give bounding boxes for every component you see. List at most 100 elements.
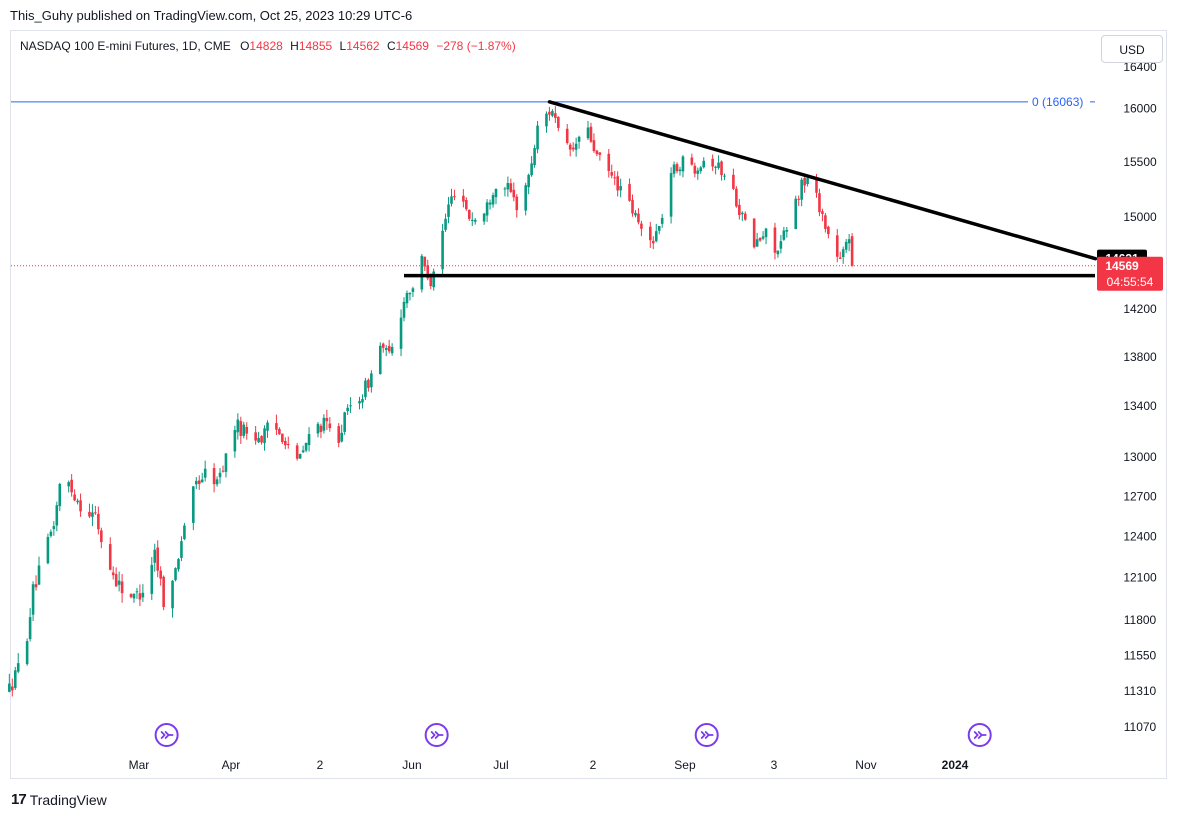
candle[interactable]: [453, 189, 456, 201]
candle[interactable]: [720, 160, 723, 181]
candle[interactable]: [286, 436, 290, 449]
candle[interactable]: [257, 431, 260, 444]
candle[interactable]: [221, 465, 225, 473]
candle[interactable]: [364, 377, 367, 400]
candle[interactable]: [284, 437, 287, 450]
candle[interactable]: [598, 152, 602, 161]
candle[interactable]: [88, 503, 91, 519]
candle[interactable]: [536, 120, 539, 154]
candle[interactable]: [565, 124, 569, 145]
candle[interactable]: [245, 422, 249, 440]
candle[interactable]: [613, 170, 617, 186]
candle[interactable]: [37, 556, 41, 586]
candle[interactable]: [654, 223, 658, 243]
candle[interactable]: [358, 396, 361, 410]
candle[interactable]: [108, 537, 112, 571]
candle[interactable]: [138, 584, 142, 607]
candle[interactable]: [79, 493, 82, 517]
descending-trendline[interactable]: [547, 100, 1098, 261]
candle[interactable]: [411, 286, 415, 297]
candle[interactable]: [764, 227, 768, 245]
candle[interactable]: [779, 234, 783, 254]
candle[interactable]: [797, 195, 800, 206]
candle[interactable]: [675, 162, 679, 174]
candle[interactable]: [28, 608, 32, 642]
candle[interactable]: [141, 584, 145, 602]
candle[interactable]: [735, 186, 738, 208]
candle[interactable]: [387, 339, 391, 354]
candle[interactable]: [343, 411, 346, 435]
candle[interactable]: [263, 425, 266, 451]
candle[interactable]: [723, 173, 726, 181]
candle[interactable]: [129, 593, 133, 599]
candle[interactable]: [595, 149, 599, 157]
candle[interactable]: [607, 149, 611, 178]
candle[interactable]: [177, 558, 180, 572]
candle[interactable]: [649, 221, 652, 248]
candle[interactable]: [58, 482, 62, 512]
event-marker-icon[interactable]: [424, 723, 449, 747]
candle[interactable]: [224, 452, 228, 478]
candle[interactable]: [738, 198, 741, 220]
candle[interactable]: [557, 116, 560, 132]
candle[interactable]: [794, 195, 798, 230]
candle[interactable]: [752, 218, 756, 249]
candle[interactable]: [758, 237, 762, 242]
candle[interactable]: [444, 213, 447, 232]
candle[interactable]: [568, 142, 572, 157]
candle[interactable]: [785, 227, 789, 238]
candle[interactable]: [76, 498, 79, 505]
candle[interactable]: [316, 421, 320, 438]
candle[interactable]: [117, 571, 121, 592]
candle[interactable]: [73, 489, 76, 502]
candle[interactable]: [408, 292, 412, 301]
candle[interactable]: [717, 155, 720, 170]
candle[interactable]: [301, 445, 305, 454]
candle[interactable]: [773, 222, 777, 260]
candle[interactable]: [755, 232, 759, 248]
candle[interactable]: [298, 453, 302, 459]
candle[interactable]: [616, 171, 619, 197]
candle[interactable]: [97, 506, 100, 535]
candle[interactable]: [690, 153, 694, 166]
candle[interactable]: [485, 199, 489, 222]
candle[interactable]: [577, 135, 581, 149]
candle[interactable]: [841, 246, 845, 264]
candle[interactable]: [405, 290, 409, 309]
candle[interactable]: [349, 397, 352, 414]
candle[interactable]: [515, 194, 519, 218]
candle[interactable]: [634, 210, 637, 218]
candle[interactable]: [319, 423, 323, 439]
candle[interactable]: [180, 536, 183, 562]
event-marker-icon[interactable]: [694, 723, 719, 747]
candle[interactable]: [346, 404, 349, 416]
candle[interactable]: [156, 540, 160, 578]
candle[interactable]: [183, 522, 186, 541]
candle[interactable]: [696, 167, 700, 180]
candle[interactable]: [672, 161, 676, 178]
candle[interactable]: [218, 468, 222, 484]
currency-button[interactable]: USD: [1101, 35, 1163, 63]
candle[interactable]: [524, 182, 527, 216]
candle[interactable]: [34, 575, 38, 591]
candle[interactable]: [70, 474, 73, 497]
candle[interactable]: [657, 225, 661, 235]
candle[interactable]: [743, 211, 747, 221]
candle[interactable]: [194, 477, 198, 490]
candle[interactable]: [761, 231, 765, 241]
candle[interactable]: [462, 189, 465, 208]
candle[interactable]: [281, 433, 284, 445]
candle[interactable]: [11, 678, 14, 697]
candle[interactable]: [681, 155, 685, 178]
candle[interactable]: [197, 475, 201, 490]
candle[interactable]: [482, 212, 486, 225]
candle[interactable]: [800, 177, 803, 207]
candle[interactable]: [821, 208, 824, 222]
candle[interactable]: [402, 297, 406, 322]
candle[interactable]: [212, 463, 216, 493]
event-marker-icon[interactable]: [154, 723, 179, 747]
candle[interactable]: [46, 533, 50, 565]
candle[interactable]: [702, 157, 706, 169]
candle[interactable]: [631, 194, 634, 217]
